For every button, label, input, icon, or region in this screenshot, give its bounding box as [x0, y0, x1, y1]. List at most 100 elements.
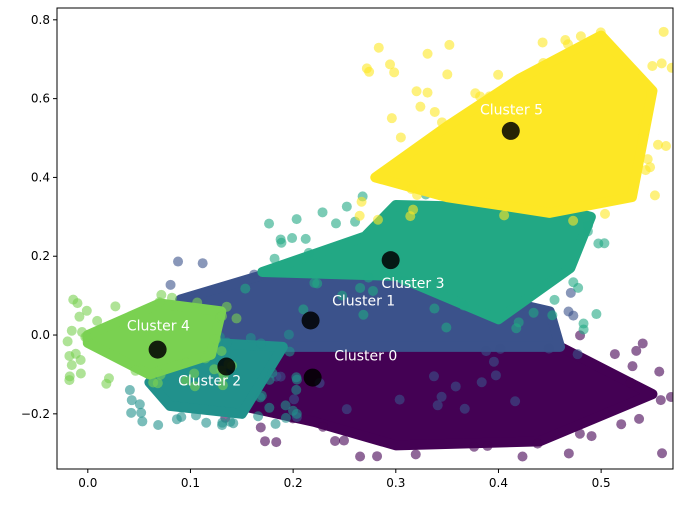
x-tick-label: 0.0	[78, 476, 97, 490]
scatter-point	[490, 370, 501, 381]
x-tick-label: 0.1	[181, 476, 200, 490]
x-tick-label: 0.3	[386, 476, 405, 490]
scatter-point	[180, 375, 191, 386]
scatter-point	[565, 287, 576, 298]
cluster-2-label: Cluster 2	[178, 373, 241, 389]
scatter-point	[408, 204, 419, 215]
scatter-point	[372, 214, 383, 225]
scatter-point	[81, 305, 92, 316]
scatter-point	[354, 210, 365, 221]
scatter-point	[240, 283, 251, 294]
y-tick-label: 0.2	[31, 249, 50, 263]
scatter-point	[358, 309, 369, 320]
scatter-point	[410, 449, 421, 460]
scatter-point	[137, 416, 148, 427]
scatter-point	[255, 338, 266, 349]
scatter-point	[441, 322, 452, 333]
scatter-point	[330, 218, 341, 229]
scatter-point	[181, 357, 192, 368]
scatter-point	[599, 238, 610, 249]
scatter-point	[312, 278, 323, 289]
scatter-point	[373, 42, 384, 53]
scatter-point	[256, 390, 267, 401]
scatter-point	[124, 385, 135, 396]
scatter-point	[476, 377, 487, 388]
scatter-point	[288, 405, 299, 416]
scatter-point	[547, 310, 558, 321]
scatter-point	[459, 403, 470, 414]
scatter-point	[197, 258, 208, 269]
scatter-point	[560, 35, 571, 46]
scatter-point	[488, 356, 499, 367]
y-tick-label: 0.4	[31, 170, 50, 184]
scatter-point	[637, 338, 648, 349]
scatter-point	[92, 315, 103, 326]
scatter-point	[444, 39, 455, 50]
scatter-point	[428, 371, 439, 382]
scatter-point	[300, 233, 311, 244]
scatter-point	[221, 301, 232, 312]
scatter-point	[284, 346, 295, 357]
cluster-3-points	[240, 188, 613, 335]
scatter-point	[528, 307, 539, 318]
scatter-point	[189, 368, 200, 379]
cluster-2-centroid	[217, 357, 236, 376]
cluster-centroids	[148, 121, 520, 387]
scatter-point	[368, 285, 379, 296]
scatter-point	[154, 297, 165, 308]
scatter-point	[658, 26, 669, 37]
scatter-point	[62, 336, 73, 347]
cluster-5-centroid	[501, 121, 520, 140]
scatter-point	[655, 395, 666, 406]
scatter-point	[276, 237, 287, 248]
scatter-point	[469, 441, 480, 452]
cluster-5-label: Cluster 5	[480, 102, 543, 118]
scatter-point	[74, 311, 85, 322]
scatter-point	[661, 141, 672, 152]
scatter-point	[645, 162, 656, 173]
scatter-point	[394, 394, 405, 405]
scatter-point	[134, 399, 145, 410]
scatter-point	[422, 87, 433, 98]
scatter-point	[568, 277, 579, 288]
scatter-point	[442, 69, 453, 80]
scatter-point	[411, 86, 422, 97]
scatter-point	[583, 220, 594, 231]
scatter-point	[303, 247, 314, 258]
scatter-point	[330, 435, 341, 446]
scatter-point	[110, 301, 121, 312]
scatter-point	[595, 27, 606, 38]
scatter-point	[126, 407, 137, 418]
scatter-point	[283, 329, 294, 340]
scatter-point	[271, 437, 282, 448]
scatter-point	[458, 300, 469, 311]
scatter-point	[192, 297, 203, 308]
y-tick-label: 0.6	[31, 92, 50, 106]
scatter-point	[317, 207, 328, 218]
scatter-point	[70, 348, 81, 359]
scatter-point	[363, 272, 374, 283]
scatter-point	[568, 215, 579, 226]
scatter-point	[385, 59, 396, 70]
scatter-point	[355, 282, 366, 293]
scatter-point	[190, 410, 201, 421]
scatter-point	[341, 201, 352, 212]
scatter-point	[642, 154, 653, 165]
scatter-point	[634, 413, 645, 424]
scatter-point	[422, 48, 433, 59]
y-tick-label: 0.8	[31, 13, 50, 27]
scatter-point	[255, 422, 266, 433]
x-tick-label: 0.5	[592, 476, 611, 490]
scatter-point	[627, 361, 638, 372]
scatter-point	[77, 327, 88, 338]
cluster-labels: Cluster 0 Cluster 1 Cluster 2 Cluster 3 Clus…	[127, 102, 543, 389]
scatter-point	[415, 101, 426, 112]
scatter-point	[653, 139, 664, 150]
scatter-points	[62, 26, 673, 462]
scatter-point	[260, 436, 271, 447]
scatter-point	[575, 31, 586, 42]
scatter-point	[574, 428, 585, 439]
scatter-point	[245, 332, 256, 343]
scatter-point	[291, 214, 302, 225]
